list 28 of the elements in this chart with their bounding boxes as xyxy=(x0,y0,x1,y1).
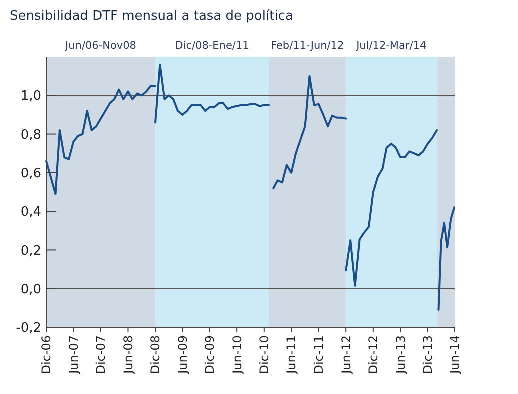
y-tick-label: 0,0 xyxy=(20,282,42,298)
x-tick-label: Dic-11 xyxy=(312,336,326,374)
y-tick-label: 1,0 xyxy=(20,89,42,104)
x-tick-label: Jun-14 xyxy=(448,336,462,375)
band-label: Dic/08-Ene/11 xyxy=(175,40,250,52)
y-tick-label: -0,2 xyxy=(16,321,42,336)
x-tick-label: Dic-07 xyxy=(94,336,108,374)
x-tick-label: Dic-12 xyxy=(366,336,381,374)
x-tick-label: Jun-08 xyxy=(121,336,136,375)
x-tick-label: Dic-09 xyxy=(203,336,218,374)
x-tick-label: Jun-10 xyxy=(230,336,244,375)
x-tick-label: Jun-12 xyxy=(339,336,354,375)
x-tick-label: Dic-10 xyxy=(258,336,272,374)
y-tick-label: 0,4 xyxy=(20,205,42,220)
y-tick-label: 0,8 xyxy=(20,128,42,143)
y-tick-label: 0,6 xyxy=(20,166,42,182)
x-tick-label: Dic-08 xyxy=(148,336,163,374)
x-tick-label: Jun-11 xyxy=(284,336,299,375)
x-tick-label: Jun-07 xyxy=(66,336,81,375)
chart-title: Sensibilidad DTF mensual a tasa de política xyxy=(10,9,294,24)
x-tick-label: Jun-13 xyxy=(394,336,408,375)
band-label: Jul/12-Mar/14 xyxy=(356,40,427,52)
band-label: Jun/06-Nov08 xyxy=(64,40,136,52)
y-tick-label: 0,2 xyxy=(20,244,42,259)
x-tick-label: Dic-13 xyxy=(421,336,436,374)
x-tick-label: Dic-06 xyxy=(40,336,54,374)
x-tick-label: Jun-09 xyxy=(176,336,190,375)
band-label: Feb/11-Jun/12 xyxy=(270,40,344,52)
